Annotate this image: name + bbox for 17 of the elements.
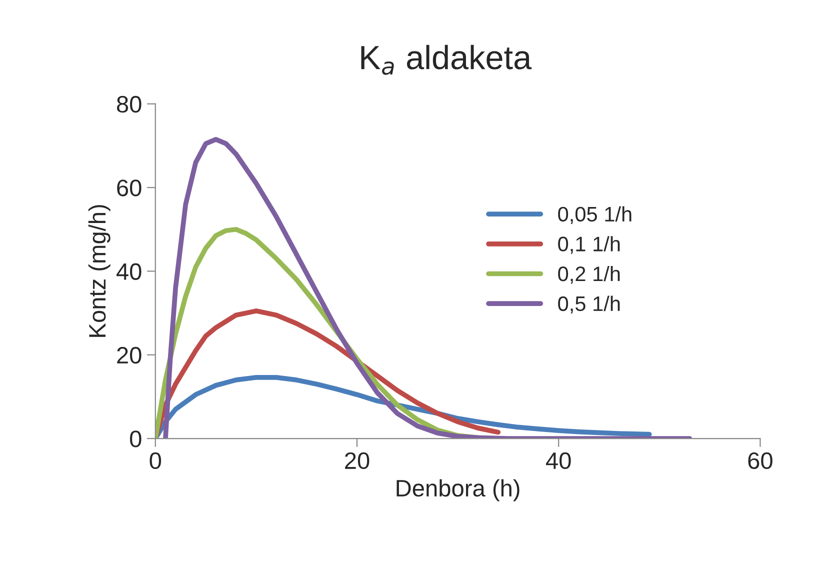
x-tick-label: 60 xyxy=(748,452,772,470)
y-tick-label: 0 xyxy=(130,430,142,448)
x-axis-title: Denbora (h) xyxy=(396,479,520,502)
x-tick-label: 20 xyxy=(345,452,370,470)
line-series xyxy=(163,136,692,439)
legend-label: 0,1 1/h xyxy=(558,236,620,254)
y-tick-label: 60 xyxy=(117,180,142,196)
x-tick-label: 0 xyxy=(150,452,162,470)
legend-label: 0,5 1/h xyxy=(558,296,620,314)
x-tick-label: 40 xyxy=(546,452,571,470)
y-axis-title: Kontz (mg/h) xyxy=(88,205,110,337)
y-tick-label: 40 xyxy=(116,263,142,280)
y-tick-label: 20 xyxy=(117,346,142,364)
legend-label: 0,05 1/h xyxy=(558,206,632,224)
y-tick-label: 80 xyxy=(116,96,142,113)
legend-label: 0,2 1/h xyxy=(558,266,620,284)
chart-title: K$_{a}$ aldaketa xyxy=(361,44,532,75)
